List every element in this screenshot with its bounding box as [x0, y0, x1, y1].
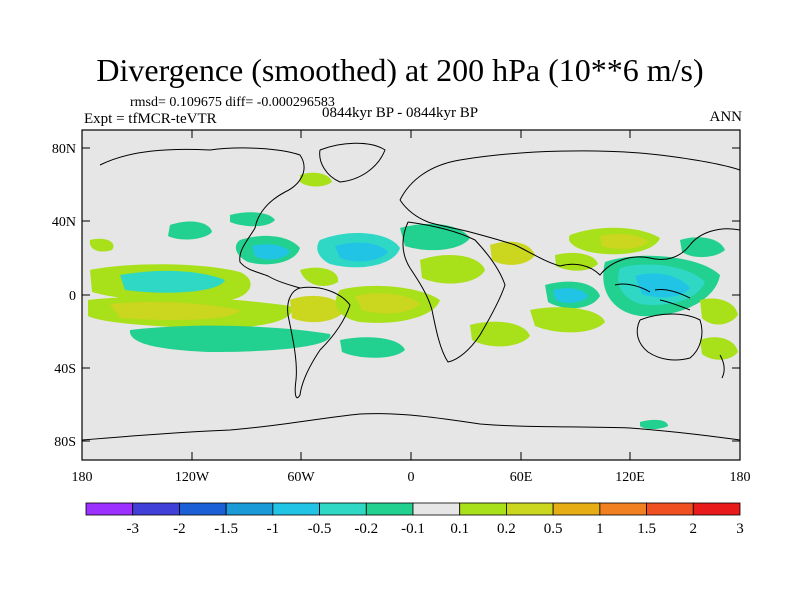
- colorbar-label: -1.5: [214, 521, 238, 537]
- coastline-antarctica: [81, 413, 741, 441]
- lon-label: 120E: [615, 470, 645, 485]
- lon-ticks: [81, 130, 741, 460]
- lat-label: 80S: [54, 435, 76, 450]
- lon-label: 60W: [287, 470, 315, 485]
- season-label: ANN: [709, 109, 743, 125]
- colorbar-label: 1.5: [637, 521, 656, 537]
- contour-patch: [680, 237, 725, 258]
- colorbar-swatch: [506, 502, 554, 516]
- divergence-field: [88, 172, 738, 429]
- colorbar-label: -2: [173, 521, 186, 537]
- coastline-eurasia: [399, 150, 741, 276]
- contour-patch: [340, 337, 405, 358]
- colorbar: -3 -2 -1.5 -1 -0.5 -0.2 -0.1 0.1 0.2 0.5 1 1.5 2 3: [85, 502, 744, 537]
- contour-patch: [252, 244, 290, 260]
- period-label: 0844kyr BP - 0844kyr BP: [322, 105, 479, 121]
- contour-patch: [420, 255, 485, 284]
- lat-label: 40S: [54, 362, 76, 377]
- colorbar-label: 0.5: [544, 521, 563, 537]
- contour-patch: [400, 223, 470, 251]
- experiment-label: Expt = tfMCR-teVTR: [84, 111, 217, 127]
- colorbar-swatch: [412, 502, 461, 516]
- colorbar-label: -3: [126, 521, 139, 537]
- lat-label: 40N: [52, 215, 76, 230]
- coastlines: [81, 142, 741, 441]
- contour-patch: [230, 212, 275, 227]
- colorbar-swatch: [459, 502, 507, 516]
- colorbar-label: -0.5: [308, 521, 332, 537]
- contour-patch: [700, 337, 738, 360]
- colorbar-swatch: [272, 502, 320, 516]
- colorbar-swatch: [85, 502, 134, 516]
- plot-title: Divergence (smoothed) at 200 hPa (10**6 …: [96, 52, 704, 88]
- contour-patch: [470, 321, 530, 347]
- colorbar-label: -0.2: [354, 521, 378, 537]
- contour-patch: [290, 295, 345, 323]
- lon-label: 0: [408, 470, 415, 485]
- contour-patch: [120, 270, 225, 293]
- colorbar-label: 1: [596, 521, 604, 537]
- colorbar-label: 3: [736, 521, 744, 537]
- contour-patch: [640, 419, 668, 429]
- contour-patch: [490, 241, 535, 265]
- colorbar-swatch: [319, 502, 367, 516]
- colorbar-swatch: [646, 502, 694, 516]
- colorbar-swatch: [132, 502, 180, 516]
- lon-label: 180: [72, 470, 93, 485]
- colorbar-swatch: [599, 502, 647, 516]
- coastline-south-america: [287, 286, 351, 399]
- lon-label: 120W: [175, 470, 210, 485]
- colorbar-label: -0.1: [401, 521, 425, 537]
- colorbar-label: 0.1: [450, 521, 469, 537]
- contour-patch: [600, 234, 648, 250]
- colorbar-swatch: [552, 502, 601, 516]
- lon-label: 60E: [510, 470, 533, 485]
- contour-patch: [168, 221, 212, 240]
- rmsd-diff-label: rmsd= 0.109675 diff= -0.000296583: [130, 95, 335, 110]
- lon-label: 180: [730, 470, 751, 485]
- coastline-australia: [636, 313, 703, 361]
- contour-patch: [129, 325, 331, 352]
- contour-patch: [300, 172, 332, 187]
- coastline-north-america: [99, 147, 305, 289]
- colorbar-label: 2: [690, 521, 698, 537]
- colorbar-swatch: [179, 502, 227, 516]
- lat-ticks: [82, 147, 740, 442]
- coastline-new-zealand: [719, 354, 725, 379]
- contour-patch: [555, 252, 598, 271]
- lat-label: 80N: [52, 142, 76, 157]
- contour-patch: [335, 242, 388, 262]
- contour-patch: [89, 238, 114, 252]
- coastline-africa: [402, 221, 506, 363]
- contour-patch: [700, 298, 738, 325]
- coastline-greenland: [319, 142, 386, 183]
- contour-patch: [300, 267, 339, 286]
- coastline-indonesia: [614, 283, 691, 311]
- contour-patch: [553, 288, 588, 303]
- colorbar-label: 0.2: [497, 521, 516, 537]
- lat-label: 0: [69, 289, 76, 304]
- colorbar-swatch: [225, 502, 274, 516]
- colorbar-swatch: [692, 502, 741, 516]
- colorbar-label: -1: [267, 521, 280, 537]
- contour-patch: [355, 293, 420, 314]
- contour-patch: [110, 302, 240, 320]
- colorbar-swatch: [365, 502, 414, 516]
- contour-patch: [530, 307, 605, 333]
